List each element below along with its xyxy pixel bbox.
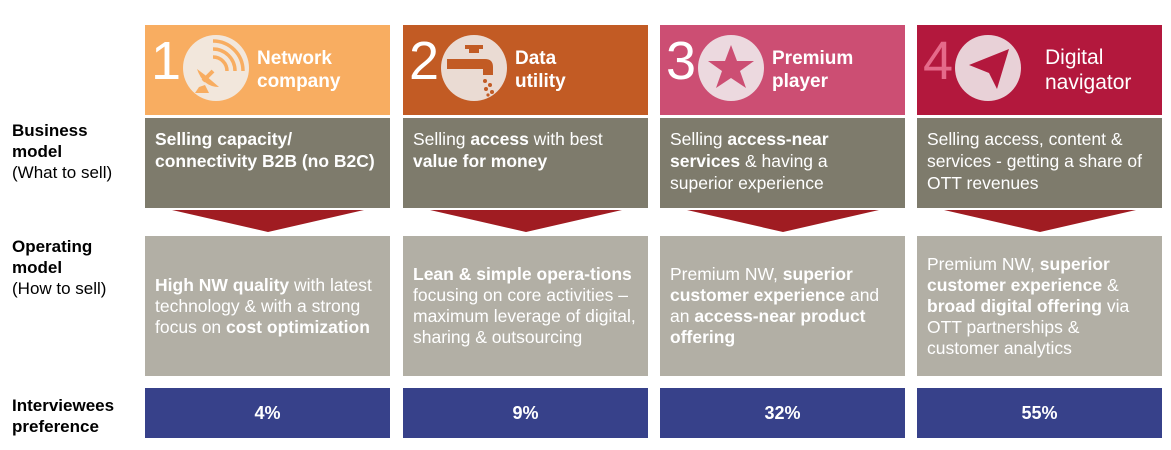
down-arrows — [172, 210, 1136, 232]
text-segment: Premium NW, — [927, 253, 1040, 274]
preference-box-3: 32% — [660, 388, 905, 438]
text-segment: with latest technology & with a strong f… — [155, 274, 372, 337]
operating-label-sub: (How to sell) — [12, 279, 107, 298]
arrow-2 — [430, 210, 622, 232]
header-number: 3 — [666, 31, 697, 91]
header-digital-navigator: 4 Digital navigator — [917, 25, 1162, 115]
navigation-arrow-icon — [955, 35, 1021, 101]
star-icon — [698, 35, 764, 101]
preference-box-1: 4% — [145, 388, 390, 438]
water-tap-icon — [441, 35, 507, 101]
text-segment: value for money — [413, 151, 548, 171]
text-segment: with best — [528, 129, 603, 149]
text-segment: Selling access, content & services - get… — [927, 129, 1142, 193]
header-title: Data utility — [515, 48, 566, 92]
operating-text: High NW quality with latest technology &… — [155, 275, 380, 338]
preference-box-4: 55% — [917, 388, 1162, 438]
business-model-box-1: Selling capacity/ connectivity B2B (no B… — [145, 118, 390, 208]
text-segment: cost optimization — [226, 316, 370, 337]
business-model-box-4: Selling access, content & services - get… — [917, 118, 1162, 208]
operating-text: Premium NW, superior customer experience… — [927, 254, 1152, 359]
header-network-company: 1 Network company — [145, 25, 390, 115]
business-model-box-3: Selling access-near services & having a … — [660, 118, 905, 208]
operating-text: Premium NW, superior customer experience… — [670, 264, 895, 348]
text-segment: Selling capacity/ connectivity B2B (no B… — [155, 129, 375, 171]
business-model-box-2: Selling access with best value for money — [403, 118, 648, 208]
preference-box-2: 9% — [403, 388, 648, 438]
header-data-utility: 2 Data utility — [403, 25, 648, 115]
text-segment: access — [470, 129, 529, 149]
text-segment: & having a superior experience — [670, 151, 828, 193]
text-segment: broad digital offering — [927, 295, 1102, 316]
arrow-4 — [944, 210, 1136, 232]
text-segment: superior customer experience — [670, 264, 853, 305]
business-label-sub: (What to sell) — [12, 163, 113, 182]
operating-label-bold: Operating model — [12, 237, 93, 277]
header-number: 4 — [923, 31, 954, 91]
text-segment: High NW quality — [155, 274, 290, 295]
text-segment: & — [1102, 274, 1119, 295]
row-label-operating: Operating model (How to sell) — [12, 236, 112, 299]
business-label-bold: Business model — [12, 121, 88, 161]
text-segment: Selling — [413, 129, 471, 149]
row-label-preference: Interviewees preference — [12, 395, 137, 437]
header-number: 2 — [409, 31, 440, 91]
operating-model-box-2: Lean & simple opera-tions focusing on co… — [403, 236, 648, 376]
header-premium-player: 3 Premium player — [660, 25, 905, 115]
row-label-business: Business model (What to sell) — [12, 120, 112, 183]
header-title: Network company — [257, 48, 341, 92]
text-segment: and an — [670, 285, 880, 326]
operating-model-box-3: Premium NW, superior customer experience… — [660, 236, 905, 376]
text-segment: superior customer experience — [927, 253, 1110, 295]
header-title: Digital navigator — [1045, 46, 1132, 94]
text-segment: access-near product offering — [670, 306, 866, 347]
text-segment: via OTT partnerships & customer analytic… — [927, 295, 1130, 358]
text-segment: focusing on core activities – maximum le… — [413, 285, 636, 347]
operating-model-box-1: High NW quality with latest technology &… — [145, 236, 390, 376]
arrow-1 — [172, 210, 364, 232]
header-number: 1 — [151, 31, 182, 91]
text-segment: Lean & simple opera-tions — [413, 264, 632, 284]
text-segment: Selling — [670, 129, 728, 149]
operating-text: Lean & simple opera-tions focusing on co… — [413, 264, 638, 348]
arrow-3 — [687, 210, 879, 232]
satellite-dish-icon — [183, 35, 249, 101]
text-segment: access-near services — [670, 129, 829, 171]
preference-label-bold: Interviewees preference — [12, 396, 115, 436]
header-title: Premium player — [772, 48, 854, 92]
text-segment: Premium NW, — [670, 264, 783, 284]
operating-model-box-4: Premium NW, superior customer experience… — [917, 236, 1162, 376]
